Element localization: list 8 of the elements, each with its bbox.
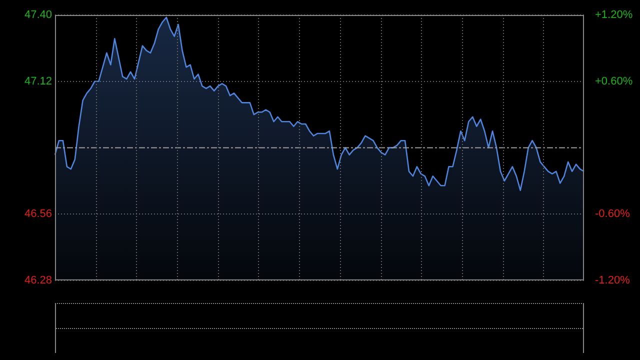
y2-tick-label: +0.60% xyxy=(595,75,633,88)
y2-tick-label: +1.20% xyxy=(595,9,633,22)
y2-tick-label: -0.60% xyxy=(595,208,630,220)
y-tick-label: 46.28 xyxy=(24,274,52,286)
y-tick-label: 47.12 xyxy=(24,75,52,88)
y2-tick-label: -1.20% xyxy=(595,274,630,286)
y-tick-label: 46.56 xyxy=(24,208,52,220)
y-tick-label: 47.40 xyxy=(24,9,52,22)
